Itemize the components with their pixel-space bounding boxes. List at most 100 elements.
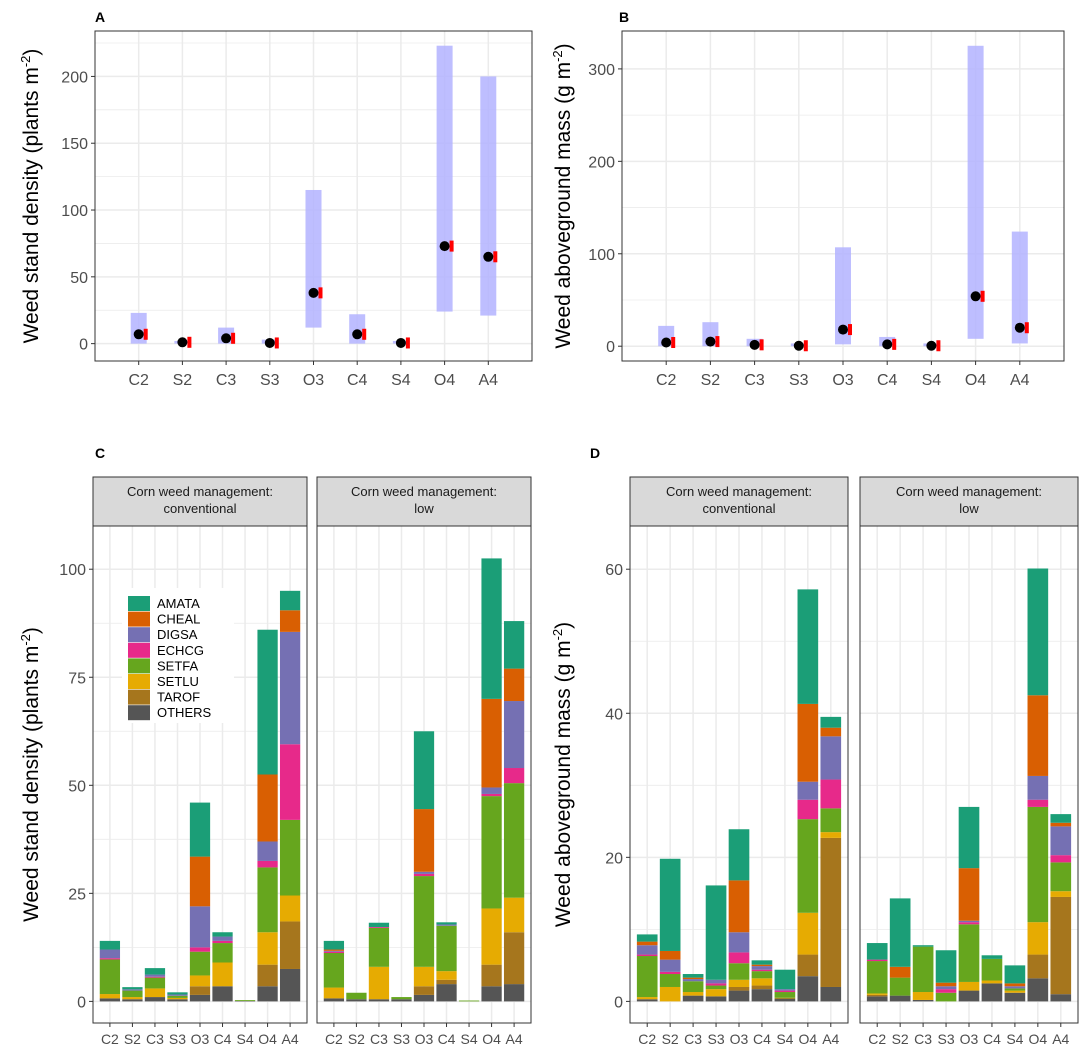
bar-segment-others — [682, 995, 704, 1002]
bar-segment-others — [636, 999, 658, 1002]
y-axis-title-B-superscript: -2 — [550, 50, 565, 62]
observed-mean-marker — [936, 340, 941, 352]
y-tick-label: 0 — [614, 994, 623, 1011]
x-tick-label: S4 — [236, 1031, 253, 1047]
estimate-point — [483, 251, 494, 262]
bar-segment-digsa — [323, 950, 345, 952]
estimate-point — [838, 324, 848, 335]
y-tick-label: 60 — [605, 562, 623, 579]
bar-segment-amata — [503, 621, 525, 669]
facet-strip-label: low — [414, 501, 434, 516]
bar-segment-digsa — [436, 924, 457, 926]
bar-segment-digsa — [728, 932, 750, 953]
bar-segment-echcg — [958, 922, 980, 925]
x-tick-label: A4 — [1052, 1031, 1069, 1047]
bar-segment-setlu — [912, 992, 934, 1000]
legend-key-setfa — [128, 658, 150, 674]
panel-border — [629, 525, 849, 1024]
facet-D-conventional: Corn weed management: conventional C2 S2 C3 S… — [605, 476, 849, 1047]
legend-label: SETLU — [157, 674, 199, 689]
legend-label: DIGSA — [157, 627, 198, 642]
bar-segment-setfa — [1050, 862, 1072, 892]
bar-segment-setfa — [122, 990, 143, 998]
bar-segment-digsa — [1004, 986, 1026, 989]
facet-strip-label: low — [959, 501, 979, 516]
x-tick-label: S3 — [707, 1031, 724, 1047]
bar-segment-amata — [728, 829, 750, 881]
x-tick-label: S2 — [701, 372, 721, 389]
bar-segment-tarof — [436, 979, 457, 985]
bar-segment-cheal — [481, 698, 502, 788]
bar-segment-setlu — [413, 966, 435, 987]
y-tick-label: 50 — [68, 778, 86, 795]
x-tick-label: O4 — [482, 1031, 501, 1047]
facet-C-low: Corn weed management: low C2 S2 C3 S3 O3 C4 S4 O4… — [316, 476, 532, 1047]
bar-segment-cheal — [413, 809, 435, 872]
facet-strip-label: conventional — [164, 501, 237, 516]
y-axis-title-A: Weed stand density (plants m-2) — [18, 49, 43, 344]
estimate-point — [264, 337, 275, 348]
legend-key-amata — [128, 596, 150, 611]
y-tick-label: 25 — [68, 886, 86, 903]
bar-segment-echcg — [368, 927, 390, 928]
legend-key-digsa — [128, 627, 150, 643]
observed-mean-marker — [715, 336, 720, 348]
x-tick-label: C2 — [128, 372, 149, 389]
bar-segment-setfa — [436, 925, 457, 972]
bar-segment-digsa — [503, 701, 525, 769]
x-tick-label: S2 — [173, 372, 193, 389]
x-tick-label: A4 — [282, 1031, 299, 1047]
bar-segment-cheal — [1050, 822, 1072, 827]
estimate-point — [882, 339, 893, 350]
y-tick-label: 75 — [68, 670, 86, 687]
x-tick-label: C2 — [101, 1031, 119, 1047]
estimate-point — [793, 340, 804, 351]
estimate-point — [970, 291, 981, 302]
facet-D-low: Corn weed management: low C2 S2 C3 S3 O3 C4 S4 O4… — [859, 476, 1079, 1047]
bar-segment-digsa — [935, 986, 957, 990]
bar-segment-tarof — [413, 986, 435, 995]
bar-segment-setlu — [820, 832, 842, 838]
bar-segment-digsa — [481, 787, 502, 794]
bar-segment-amata — [481, 558, 502, 699]
bar-segment-echcg — [728, 952, 750, 964]
bar-segment-echcg — [751, 969, 773, 972]
x-tick-label: C2 — [868, 1031, 886, 1047]
observed-mean-marker — [143, 328, 148, 340]
bar-segment-amata — [935, 950, 957, 983]
bar-segment-setfa — [368, 927, 390, 967]
observed-mean-marker — [274, 337, 279, 349]
x-tick-label: S4 — [1006, 1031, 1023, 1047]
observed-mean-marker — [980, 290, 985, 302]
bar-segment-setfa — [751, 971, 773, 979]
y-tick-label: 200 — [588, 154, 615, 171]
bar-segment-amata — [820, 716, 842, 728]
bar-segment-others — [391, 999, 412, 1002]
facet-strip-label: Corn weed management: — [127, 484, 273, 499]
observed-mean-marker — [803, 340, 808, 352]
bar-segment-setfa — [279, 819, 301, 896]
bar-segment-setlu — [797, 912, 819, 955]
bar-segment-echcg — [1027, 799, 1049, 807]
bar-segment-digsa — [99, 949, 121, 959]
estimate-point — [177, 337, 188, 348]
bar-segment-others — [751, 989, 773, 1002]
bar-segment-amata — [257, 629, 278, 775]
bar-segment-cheal — [636, 941, 658, 946]
x-tick-label: O3 — [832, 372, 853, 389]
y-axis-title-D-superscript: -2 — [550, 629, 565, 641]
x-tick-label: S4 — [776, 1031, 793, 1047]
bar-segment-amata — [413, 731, 435, 810]
y-tick-label: 0 — [606, 339, 615, 356]
estimate-point — [308, 287, 319, 298]
panel-border — [316, 525, 532, 1024]
y-tick-label: 200 — [61, 69, 88, 86]
bar-segment-setfa — [503, 783, 525, 898]
panel-border — [621, 30, 1065, 362]
estimate-point — [395, 337, 406, 348]
bar-segment-others — [866, 996, 888, 1002]
bar-segment-digsa — [1027, 775, 1049, 800]
estimate-point — [439, 241, 450, 252]
bar-segment-others — [958, 990, 980, 1002]
bar-segment-tarof — [279, 921, 301, 969]
